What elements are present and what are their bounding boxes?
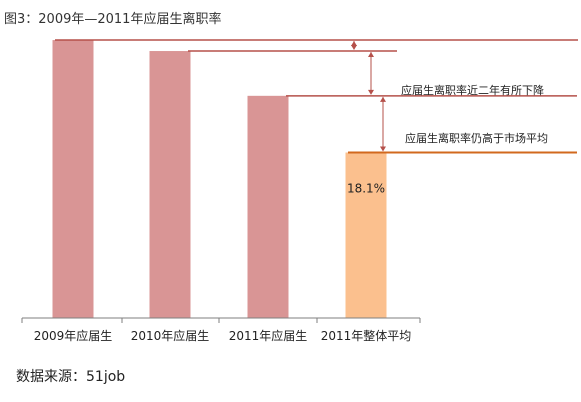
annotation-text: 应届生离职率仍高于市场平均 <box>405 131 548 145</box>
category-label: 2011年整体平均 <box>321 328 412 343</box>
source-note: 数据来源：51job <box>16 369 126 385</box>
arrow-tail-icon <box>380 96 386 102</box>
annotation-text: 应届生离职率近二年有所下降 <box>401 83 544 97</box>
arrows-group <box>351 41 386 152</box>
bar <box>52 40 94 319</box>
category-label: 2009年应届生 <box>34 328 113 343</box>
reference-lines-group <box>55 39 578 154</box>
arrow-tail-icon <box>368 52 374 58</box>
data-label: 18.1% <box>347 182 385 196</box>
arrow-head-icon <box>380 146 386 152</box>
bar <box>345 152 387 318</box>
bar <box>149 51 191 319</box>
figure-title: 图3：2009年—2011年应届生离职率 <box>4 12 222 27</box>
category-label: 2010年应届生 <box>131 328 210 343</box>
arrow-head-icon <box>351 45 357 51</box>
arrow-tail-icon <box>351 41 357 47</box>
category-label: 2011年应届生 <box>229 328 308 343</box>
bars-group <box>52 40 387 319</box>
arrow-head-icon <box>368 89 374 95</box>
labels-group: 2009年应届生 2010年应届生 2011年应届生 2011年整体平均 18.1% <box>21 182 421 343</box>
bar <box>247 95 289 318</box>
